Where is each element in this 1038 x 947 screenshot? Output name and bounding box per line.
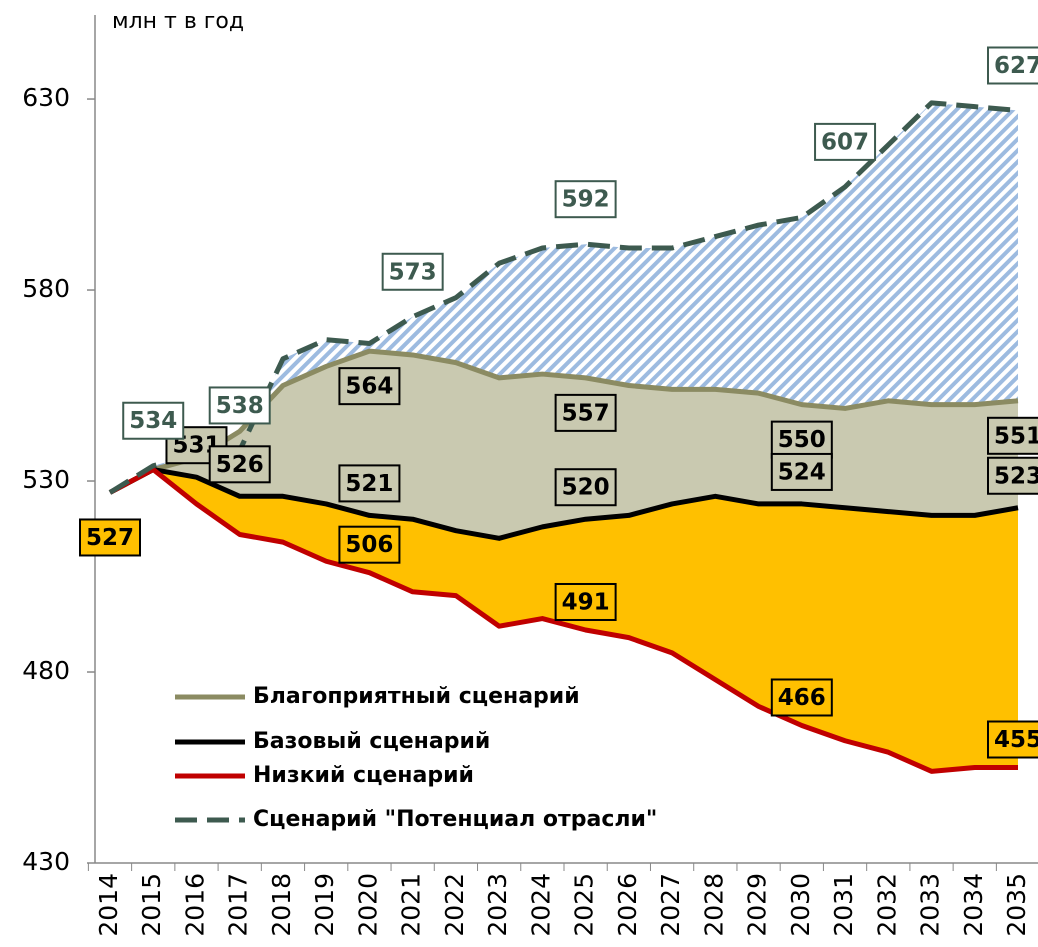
value-label-box xyxy=(338,464,401,503)
value-label-box xyxy=(770,452,833,491)
value-label: 557 xyxy=(562,400,610,426)
value-label-box xyxy=(987,720,1038,759)
x-tick-label: 2016 xyxy=(180,873,209,937)
value-label: 527 xyxy=(86,525,134,551)
x-tick-label: 2024 xyxy=(526,873,555,937)
value-label: 524 xyxy=(778,459,826,485)
x-tick-label: 2017 xyxy=(224,873,253,937)
legend-label: Базовый сценарий xyxy=(253,729,490,754)
x-tick-label: 2033 xyxy=(916,873,945,937)
y-tick-label: 480 xyxy=(22,656,70,685)
value-label-box xyxy=(338,367,401,406)
y-tick-label: 430 xyxy=(22,847,70,876)
value-label: 455 xyxy=(994,727,1038,753)
value-label: 573 xyxy=(389,259,437,285)
value-label-box xyxy=(770,420,833,459)
value-label: 466 xyxy=(778,685,826,711)
series-line xyxy=(108,100,1019,495)
value-label-box xyxy=(987,46,1038,85)
value-label: 627 xyxy=(994,53,1038,79)
y-tick-label: 630 xyxy=(22,83,70,112)
value-label-box xyxy=(554,393,617,432)
x-tick-label: 2020 xyxy=(353,873,382,937)
value-label-box xyxy=(554,180,617,219)
legend-label: Низкий сценарий xyxy=(253,763,474,788)
x-tick-label: 2032 xyxy=(872,873,901,937)
x-tick-label: 2018 xyxy=(267,873,296,937)
x-tick-label: 2028 xyxy=(699,873,728,937)
value-label: 520 xyxy=(562,475,610,501)
value-label: 564 xyxy=(345,374,393,400)
value-label-box xyxy=(381,252,444,291)
value-label: 521 xyxy=(345,471,393,497)
value-label: 592 xyxy=(562,187,610,213)
x-tick-label: 2025 xyxy=(570,873,599,937)
value-label-box xyxy=(554,582,617,621)
value-label: 523 xyxy=(994,463,1038,489)
x-tick-label: 2027 xyxy=(656,873,685,937)
value-label: 607 xyxy=(821,129,869,155)
value-label-box xyxy=(987,456,1038,495)
potential-area xyxy=(110,102,1018,493)
value-label-box xyxy=(122,401,185,440)
x-tick-label: 2031 xyxy=(829,873,858,937)
value-label: 491 xyxy=(562,589,610,615)
value-label-box xyxy=(814,122,877,161)
value-label: 526 xyxy=(216,452,264,478)
favorable-area xyxy=(110,351,1018,539)
x-tick-label: 2034 xyxy=(959,873,988,937)
value-label-box xyxy=(770,678,833,717)
value-label: 550 xyxy=(778,427,826,453)
legend-label: Благоприятный сценарий xyxy=(253,684,580,709)
legend-label: Сценарий "Потенциал отрасли" xyxy=(253,807,657,832)
value-label-box xyxy=(338,525,401,564)
x-tick-label: 2021 xyxy=(397,873,426,937)
x-tick-label: 2030 xyxy=(786,873,815,937)
x-tick-label: 2015 xyxy=(137,873,166,937)
value-label-box xyxy=(79,518,141,557)
value-label-box xyxy=(987,416,1038,455)
series-line xyxy=(108,467,1019,541)
x-tick-label: 2029 xyxy=(743,873,772,937)
value-label: 506 xyxy=(345,532,393,558)
x-tick-label: 2019 xyxy=(310,873,339,937)
y-tick-label: 580 xyxy=(22,274,70,303)
x-tick-label: 2023 xyxy=(483,873,512,937)
value-label: 534 xyxy=(129,408,177,434)
x-tick-label: 2022 xyxy=(440,873,469,937)
y-tick-label: 530 xyxy=(22,465,70,494)
value-label: 538 xyxy=(216,393,264,419)
value-label-box xyxy=(208,445,271,484)
x-tick-label: 2026 xyxy=(613,873,642,937)
value-label-box xyxy=(208,386,271,425)
value-label: 551 xyxy=(994,423,1038,449)
y-axis-label: млн т в год xyxy=(112,9,244,34)
x-tick-label: 2035 xyxy=(1002,873,1031,937)
value-label-box xyxy=(554,468,617,507)
x-tick-label: 2014 xyxy=(94,873,123,937)
series-line xyxy=(108,467,1018,774)
